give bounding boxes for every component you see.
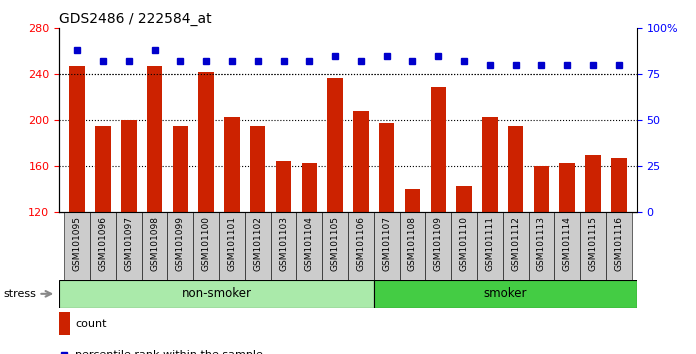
- Bar: [482, 117, 498, 212]
- Bar: [503, 212, 528, 280]
- Bar: [271, 212, 296, 280]
- Bar: [400, 212, 425, 280]
- Bar: [301, 163, 317, 212]
- Bar: [245, 212, 271, 280]
- Text: GSM101109: GSM101109: [434, 216, 443, 271]
- Text: GSM101116: GSM101116: [615, 216, 624, 271]
- Text: GSM101113: GSM101113: [537, 216, 546, 271]
- Text: GSM101107: GSM101107: [382, 216, 391, 271]
- Bar: [611, 158, 626, 212]
- Bar: [425, 212, 451, 280]
- Text: GSM101110: GSM101110: [459, 216, 468, 271]
- Text: GSM101115: GSM101115: [589, 216, 597, 271]
- Text: count: count: [75, 319, 106, 329]
- Text: GSM101105: GSM101105: [331, 216, 340, 271]
- Bar: [147, 66, 162, 212]
- Text: GSM101101: GSM101101: [228, 216, 237, 271]
- Bar: [116, 212, 142, 280]
- Bar: [560, 163, 575, 212]
- Text: GSM101102: GSM101102: [253, 216, 262, 271]
- Bar: [95, 126, 111, 212]
- Bar: [59, 312, 70, 335]
- Bar: [606, 212, 632, 280]
- Bar: [296, 212, 322, 280]
- Bar: [224, 117, 239, 212]
- Bar: [374, 280, 637, 308]
- Text: non-smoker: non-smoker: [182, 287, 252, 300]
- Bar: [451, 212, 477, 280]
- Text: GSM101106: GSM101106: [356, 216, 365, 271]
- Bar: [173, 126, 188, 212]
- Text: percentile rank within the sample: percentile rank within the sample: [75, 350, 263, 354]
- Text: GSM101100: GSM101100: [202, 216, 211, 271]
- Bar: [431, 87, 446, 212]
- Text: GSM101098: GSM101098: [150, 216, 159, 271]
- Text: smoker: smoker: [484, 287, 528, 300]
- Bar: [405, 189, 420, 212]
- Text: GSM101097: GSM101097: [125, 216, 134, 271]
- Bar: [90, 212, 116, 280]
- Bar: [379, 123, 395, 212]
- Bar: [477, 212, 503, 280]
- Bar: [585, 155, 601, 212]
- Bar: [276, 161, 291, 212]
- Bar: [59, 280, 374, 308]
- Bar: [142, 212, 168, 280]
- Bar: [580, 212, 606, 280]
- Bar: [457, 186, 472, 212]
- Bar: [554, 212, 580, 280]
- Text: GDS2486 / 222584_at: GDS2486 / 222584_at: [59, 12, 212, 26]
- Text: GSM101095: GSM101095: [72, 216, 81, 271]
- Bar: [168, 212, 193, 280]
- Bar: [250, 126, 265, 212]
- Text: stress: stress: [3, 289, 35, 299]
- Bar: [322, 212, 348, 280]
- Text: GSM101111: GSM101111: [485, 216, 494, 271]
- Text: GSM101114: GSM101114: [562, 216, 571, 271]
- Bar: [348, 212, 374, 280]
- Bar: [508, 126, 523, 212]
- Bar: [198, 72, 214, 212]
- Bar: [219, 212, 245, 280]
- Bar: [528, 212, 554, 280]
- Bar: [327, 78, 343, 212]
- Bar: [534, 166, 549, 212]
- Text: GSM101099: GSM101099: [176, 216, 185, 271]
- Bar: [374, 212, 400, 280]
- Text: GSM101096: GSM101096: [99, 216, 107, 271]
- Bar: [353, 111, 369, 212]
- Text: GSM101104: GSM101104: [305, 216, 314, 271]
- Bar: [121, 120, 136, 212]
- Bar: [70, 66, 85, 212]
- Bar: [193, 212, 219, 280]
- Text: GSM101112: GSM101112: [511, 216, 520, 271]
- Bar: [64, 212, 90, 280]
- Text: GSM101103: GSM101103: [279, 216, 288, 271]
- Text: GSM101108: GSM101108: [408, 216, 417, 271]
